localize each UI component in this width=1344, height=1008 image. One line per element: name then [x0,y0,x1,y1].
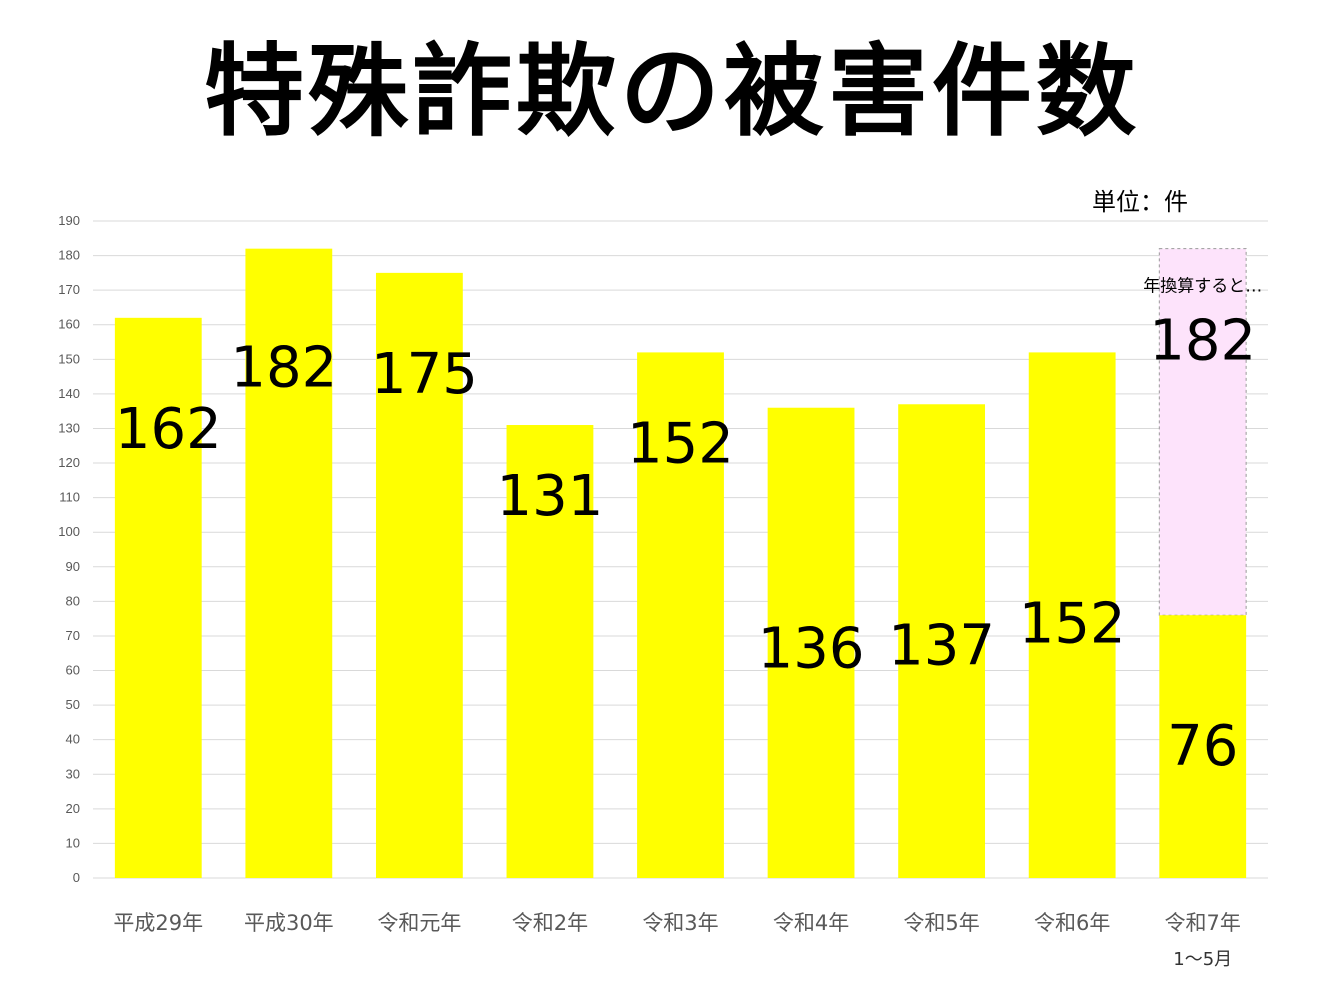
x-tick-label: 令和2年 [512,911,588,935]
x-tick-label: 令和3年 [642,911,718,935]
y-tick-label: 0 [73,870,80,885]
y-tick-label: 90 [66,559,80,574]
x-axis-ticks: 平成29年 平成30年 令和元年 令和2年 令和3年 令和4年 令和5年 令和6年 令和7年 1～… [113,911,1240,970]
y-tick-label: 110 [59,490,80,505]
y-tick-label: 140 [58,386,80,401]
bar-3 [506,425,594,878]
x-tick-label: 令和4年 [773,911,849,935]
bars [114,248,1247,879]
x-tick-label: 令和7年 [1165,911,1241,935]
y-tick-label: 70 [66,628,80,643]
x-tick-sublabel: 1～5月 [1173,949,1232,970]
x-tick-label: 令和元年 [377,911,461,935]
x-tick-label: 令和6年 [1034,911,1110,935]
data-label: 182 [230,336,337,401]
projection-bar [1158,248,1247,616]
y-tick-label: 80 [66,593,80,608]
projection-label: 182 [1149,309,1256,374]
x-tick-label: 令和5年 [903,911,979,935]
data-label: 131 [496,464,603,529]
x-tick-label: 平成30年 [244,911,334,935]
y-tick-label: 20 [66,801,80,816]
bar-1 [245,248,333,879]
y-tick-label: 50 [66,697,80,712]
bar-4 [637,352,724,878]
data-label: 76 [1167,714,1238,779]
y-tick-label: 60 [66,663,80,678]
data-label: 152 [627,411,734,476]
bar-5 [767,407,855,878]
y-tick-label: 150 [58,351,80,366]
y-tick-label: 100 [58,524,80,539]
y-tick-label: 10 [66,835,80,850]
data-label: 137 [888,613,995,678]
bar-6 [898,404,986,878]
bar-2 [375,272,463,878]
y-tick-label: 30 [66,766,80,781]
annualized-note: 年換算すると… [1143,277,1262,297]
data-label: 175 [371,342,478,407]
y-axis-ticks: 0 10 20 30 40 50 60 70 80 90 100 110 120 130 140 150 160… [58,213,80,885]
x-tick-label: 平成29年 [113,911,203,935]
y-tick-label: 120 [58,455,80,470]
y-tick-label: 160 [58,317,80,332]
y-tick-label: 130 [58,420,80,435]
data-label: 152 [1019,591,1126,656]
bar-0 [114,317,202,878]
bar-7 [1028,352,1116,878]
y-tick-label: 170 [58,282,80,297]
data-label: 162 [115,397,222,462]
bar-8 [1159,615,1247,878]
unit-label: 単位：件 [1092,188,1188,216]
chart-title: 特殊詐欺の被害件数 [204,33,1140,150]
y-tick-label: 190 [58,213,80,228]
y-tick-label: 40 [66,732,80,747]
y-tick-label: 180 [58,248,80,263]
data-label: 136 [758,617,865,682]
